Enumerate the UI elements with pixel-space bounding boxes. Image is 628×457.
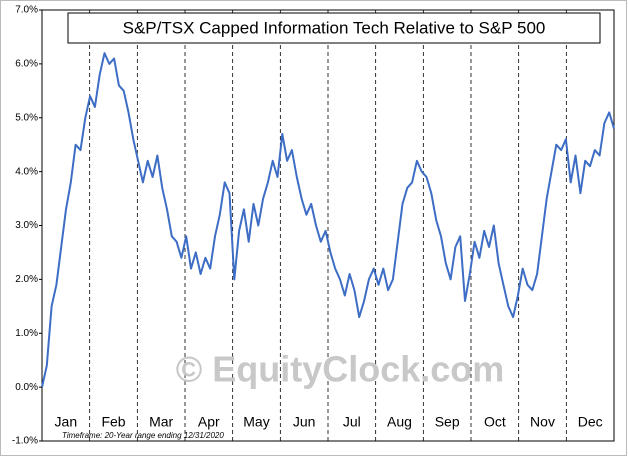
- x-tick-label: Nov: [530, 414, 555, 430]
- y-tick-label: 6.0%: [15, 59, 38, 70]
- x-tick-label: Oct: [484, 414, 506, 430]
- y-tick-label: 0.0%: [15, 382, 38, 393]
- x-tick-label: Dec: [578, 414, 603, 430]
- y-tick-label: 4.0%: [15, 166, 38, 177]
- plot: [41, 52, 615, 388]
- month-separators: [89, 10, 567, 441]
- x-tick-label: Feb: [101, 414, 125, 430]
- y-tick-label: 1.0%: [15, 328, 38, 339]
- chart-title: S&P/TSX Capped Information Tech Relative…: [123, 18, 546, 37]
- x-tick-label: Aug: [387, 414, 412, 430]
- x-tick-label: Jun: [293, 414, 316, 430]
- x-tick-label: Mar: [149, 414, 173, 430]
- y-tick-label: 7.0%: [15, 5, 38, 16]
- x-tick-label: Sep: [435, 414, 460, 430]
- title-box: [67, 12, 601, 44]
- y-tick-label: -1.0%: [12, 436, 38, 447]
- x-tick-label: Jan: [55, 414, 78, 430]
- x-tick-label: Apr: [198, 414, 220, 430]
- y-tick-label: 2.0%: [15, 274, 38, 285]
- timeframe-note: Timeframe: 20-Year range ending 12/31/20…: [62, 431, 224, 440]
- x-tick-label: May: [243, 414, 269, 430]
- y-tick-label: 5.0%: [15, 112, 38, 123]
- y-tick-label: 3.0%: [15, 220, 38, 231]
- x-tick-label: Jul: [343, 414, 361, 430]
- series-line: [41, 52, 615, 388]
- watermark: © EquityClock.com: [176, 349, 505, 390]
